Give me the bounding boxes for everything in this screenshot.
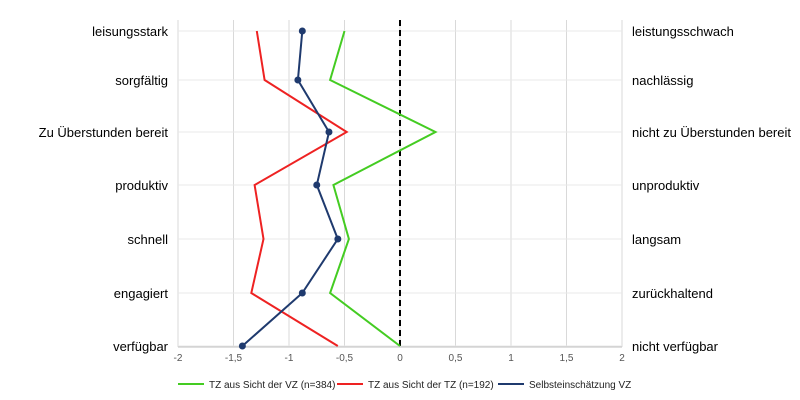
left-label-1: sorgfältig (115, 73, 168, 88)
series-2-point-6 (238, 342, 246, 350)
x-tick-label-8: 2 (619, 353, 625, 364)
right-label-3: unproduktiv (632, 178, 700, 193)
left-label-6: verfügbar (113, 339, 169, 354)
x-tick-label-1: -1,5 (225, 353, 243, 364)
series-2-point-4 (334, 235, 342, 243)
series-2-point-5 (298, 289, 306, 297)
right-label-1: nachlässig (632, 73, 693, 88)
legend-label-2: Selbsteinschätzung VZ (529, 380, 631, 391)
right-label-0: leistungsschwach (632, 24, 734, 39)
legend-label-0: TZ aus Sicht der VZ (n=384) (209, 380, 335, 391)
legend: TZ aus Sicht der VZ (n=384) TZ aus Sicht … (178, 380, 631, 391)
right-label-6: nicht verfügbar (632, 339, 719, 354)
right-label-2: nicht zu Überstunden bereit (632, 125, 791, 140)
x-tick-label-7: 1,5 (560, 353, 574, 364)
series-2-point-0 (298, 27, 306, 35)
x-tick-label-5: 0,5 (449, 353, 463, 364)
right-label-5: zurückhaltend (632, 286, 713, 301)
x-tick-label-6: 1 (508, 353, 514, 364)
series-2-point-1 (294, 76, 302, 84)
legend-label-1: TZ aus Sicht der TZ (n=192) (368, 380, 494, 391)
grid (177, 20, 623, 348)
x-tick-label-4: 0 (397, 353, 403, 364)
series-2-point-2 (325, 128, 333, 136)
x-tick-label-3: -0,5 (336, 353, 354, 364)
x-tick-label-2: -1 (285, 353, 294, 364)
series-line-0 (328, 30, 438, 347)
series-line-1 (250, 30, 349, 347)
series-line-2 (241, 30, 339, 347)
left-category-labels: leisungsstark sorgfältig Zu Überstunden be… (39, 24, 169, 354)
left-label-4: schnell (128, 232, 169, 247)
left-label-5: engagiert (114, 286, 169, 301)
series-lines (238, 27, 438, 350)
x-tick-label-0: -2 (174, 353, 183, 364)
right-label-4: langsam (632, 232, 681, 247)
series-2-point-3 (313, 181, 321, 189)
right-category-labels: leistungsschwach nachlässig nicht zu Übers… (632, 24, 791, 354)
left-label-3: produktiv (115, 178, 168, 193)
left-label-0: leisungsstark (92, 24, 168, 39)
left-label-2: Zu Überstunden bereit (39, 125, 169, 140)
x-axis-ticks: -2 -1,5 -1 -0,5 0 0,5 1 1,5 2 (174, 353, 626, 364)
